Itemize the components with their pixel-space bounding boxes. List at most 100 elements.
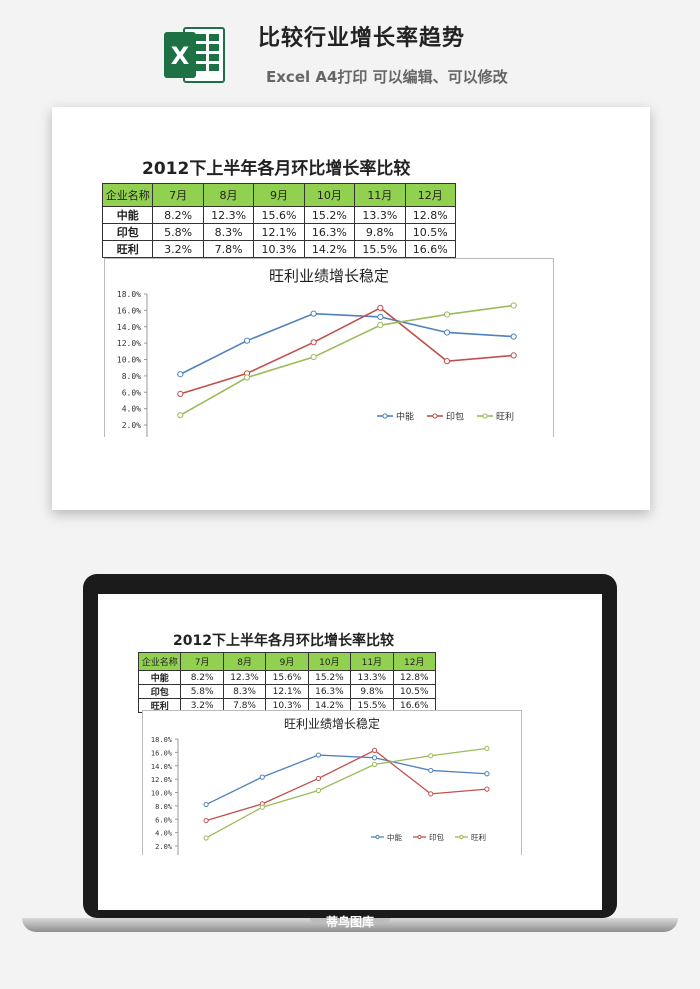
y-tick-label: 18.0%	[151, 736, 173, 744]
row-name-cell: 印包	[137, 684, 182, 699]
y-tick-label: 10.0%	[151, 790, 173, 798]
page-header: X 比较行业增长率趋势 Excel A4打印 可以编辑、可以修改	[0, 0, 700, 100]
value-cell: 14.2%	[303, 240, 356, 258]
data-table: 企业名称 7月 8月 9月 10月 11月 12月 中能 8.2% 12.3% 15.6% 15.2%…	[101, 183, 457, 258]
series-line-0	[205, 754, 487, 806]
page-title: 比较行业增长率趋势	[258, 26, 466, 51]
y-tick-label: 14.0%	[117, 323, 141, 332]
chart-svg: 2.0% 4.0% 6.0% 8.0% 10.0% 12.0% 14.0% 16.0% 18.0…	[117, 290, 517, 437]
data-point	[310, 310, 317, 317]
table-row: 印包 5.8% 8.3% 12.1% 16.3% 9.8% 10.5%	[101, 223, 457, 241]
data-point	[377, 304, 384, 312]
legend-label: 印包	[429, 832, 444, 842]
legend-marker	[375, 834, 380, 840]
series-line-2	[179, 304, 514, 416]
table-row: 中能 8.2% 12.3% 15.6% 15.2% 13.3% 12.8%	[137, 670, 437, 685]
value-cell: 8.3%	[202, 223, 255, 241]
data-point	[377, 313, 384, 321]
data-point	[315, 787, 322, 794]
value-cell: 15.6%	[253, 206, 305, 224]
row-name-cell: 中能	[137, 670, 182, 685]
legend-label: 旺利	[496, 411, 514, 423]
legend-marker	[382, 413, 388, 419]
header-cell: 7月	[152, 183, 204, 207]
data-point	[310, 353, 317, 361]
value-cell: 16.3%	[307, 684, 352, 699]
legend-label: 印包	[446, 411, 464, 423]
value-cell: 16.3%	[303, 223, 356, 241]
value-cell: 12.8%	[404, 206, 457, 224]
series-line-1	[205, 749, 487, 822]
value-cell: 12.8%	[392, 670, 437, 685]
data-point	[315, 775, 322, 782]
value-cell: 5.8%	[180, 684, 224, 699]
y-tick-label: 8.0%	[155, 803, 173, 811]
value-cell: 10.5%	[404, 223, 457, 241]
value-cell: 7.8%	[202, 240, 255, 258]
y-tick-label: 12.0%	[151, 776, 173, 784]
data-point	[203, 801, 209, 808]
y-tick-label: 4.0%	[155, 830, 173, 838]
data-point	[428, 767, 434, 774]
header-cell: 8月	[222, 652, 267, 671]
table-header-row: 企业名称 7月 8月 9月 10月 11月 12月	[101, 183, 457, 207]
data-point	[259, 804, 265, 810]
legend-marker	[432, 413, 438, 419]
data-point	[243, 337, 251, 344]
header-cell: 12月	[392, 652, 437, 671]
laptop-base	[22, 918, 678, 932]
data-point	[428, 753, 434, 759]
data-point	[484, 771, 490, 777]
data-point	[371, 761, 378, 768]
legend-marker	[482, 413, 488, 419]
header-cell: 10月	[307, 652, 352, 671]
data-point	[259, 774, 265, 780]
header-cell: 11月	[350, 652, 394, 671]
row-name-cell: 印包	[101, 223, 154, 241]
header-cell: 9月	[253, 183, 305, 207]
y-tick-label: 2.0%	[155, 843, 173, 851]
y-tick-label: 2.0%	[122, 421, 141, 430]
value-cell: 12.3%	[202, 206, 255, 224]
page-subtitle: Excel A4打印 可以编辑、可以修改	[266, 68, 508, 86]
data-point	[177, 412, 184, 419]
data-point	[484, 786, 490, 792]
chart-svg: 2.0% 4.0% 6.0% 8.0% 10.0% 12.0% 14.0% 16.0% 18.0…	[151, 736, 490, 855]
data-point	[310, 339, 317, 346]
excel-icon: X	[164, 27, 225, 83]
data-point	[428, 791, 434, 797]
value-cell: 5.8%	[152, 223, 204, 241]
value-cell: 8.2%	[180, 670, 224, 685]
table-row: 印包 5.8% 8.3% 12.1% 16.3% 9.8% 10.5%	[137, 684, 437, 699]
header-cell: 11月	[354, 183, 406, 207]
data-point	[315, 752, 322, 758]
data-point	[443, 311, 451, 318]
value-cell: 13.3%	[354, 206, 406, 224]
data-point	[243, 374, 251, 381]
header-cell: 企业名称	[101, 183, 154, 207]
header-cell: 12月	[404, 183, 457, 207]
legend-label: 中能	[387, 832, 402, 842]
chart-title: 旺利业绩增长稳定	[268, 267, 389, 285]
header-cell: 7月	[180, 652, 224, 671]
legend-marker	[417, 834, 422, 840]
header-cell: 8月	[202, 183, 255, 207]
legend-label: 中能	[396, 411, 414, 423]
header-cell: 9月	[265, 652, 309, 671]
sheet-title: 2012下上半年各月环比增长率比较	[142, 159, 411, 179]
data-point	[203, 835, 209, 841]
series-line-2	[205, 747, 488, 839]
header-cell: 企业名称	[137, 652, 182, 671]
y-tick-label: 12.0%	[117, 339, 141, 348]
sheet-title: 2012下上半年各月环比增长率比较	[173, 633, 394, 649]
y-tick-label: 16.0%	[117, 306, 141, 315]
laptop-notch	[310, 918, 390, 923]
data-point	[203, 817, 209, 824]
y-tick-label: 10.0%	[117, 356, 141, 365]
legend-marker	[459, 834, 464, 840]
row-name-cell: 旺利	[101, 240, 154, 258]
value-cell: 3.2%	[152, 240, 204, 258]
value-cell: 10.5%	[392, 684, 437, 699]
header-cell: 10月	[303, 183, 356, 207]
series-line-1	[180, 306, 514, 395]
